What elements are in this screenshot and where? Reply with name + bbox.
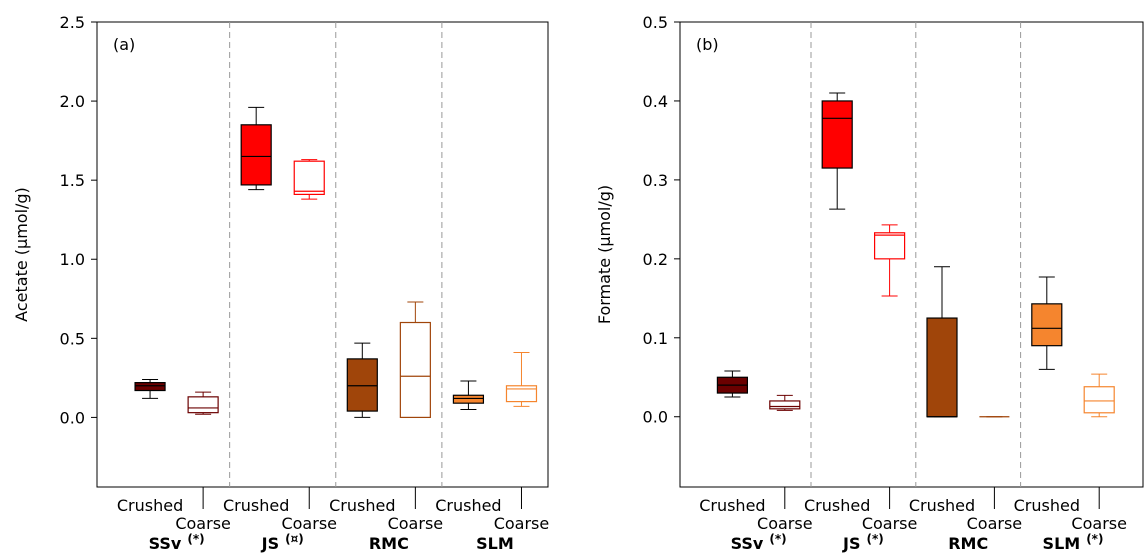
group-label: JS (¤) (261, 532, 304, 553)
x-tick-label: Coarse (1071, 514, 1127, 533)
group-name: SSv (149, 534, 182, 553)
box (821, 100, 853, 169)
group-name: JS (842, 534, 860, 553)
group-name: SLM (1043, 534, 1081, 553)
group-label: JS (*) (842, 532, 884, 553)
group-note: (¤) (285, 532, 304, 546)
box (240, 124, 272, 186)
y-tick-label: 0.5 (643, 13, 668, 32)
group-label: SSv (*) (149, 532, 205, 553)
plot-frame (96, 21, 549, 488)
y-axis-label: Acetate (µmol/g) (12, 187, 31, 322)
group-name: RMC (369, 534, 409, 553)
x-tick-label: Crushed (223, 496, 289, 515)
box (505, 385, 538, 403)
x-tick-label: Crushed (435, 496, 501, 515)
box (399, 321, 431, 419)
x-tick-label: Coarse (388, 514, 444, 533)
y-tick-label: 0.5 (60, 329, 85, 348)
group-label: RMC (369, 534, 409, 553)
y-tick-label: 0.0 (60, 408, 85, 427)
box (134, 382, 166, 392)
x-tick-label: Crushed (117, 496, 183, 515)
box (452, 394, 485, 404)
group-label: SLM (*) (1043, 532, 1104, 553)
group-label: SSv (*) (731, 532, 787, 553)
box (1083, 386, 1115, 414)
box (769, 400, 801, 410)
plot-frame (679, 21, 1144, 488)
box (1031, 303, 1063, 347)
box (187, 396, 219, 414)
box (293, 160, 325, 195)
y-tick-label: 0.4 (643, 92, 668, 111)
panel-label: (a) (113, 35, 135, 54)
group-name: SLM (476, 534, 514, 553)
x-tick-label: Coarse (757, 514, 813, 533)
y-tick-label: 0.2 (643, 250, 668, 269)
group-name: RMC (948, 534, 988, 553)
group-note: (*) (1086, 532, 1103, 546)
x-tick-label: Coarse (494, 514, 550, 533)
y-tick-label: 2.0 (60, 92, 85, 111)
y-tick-label: 1.5 (60, 171, 85, 190)
y-tick-label: 1.0 (60, 250, 85, 269)
x-tick-label: Crushed (699, 496, 765, 515)
group-name: JS (261, 534, 279, 553)
y-axis-label: Formate (µmol/g) (595, 185, 614, 324)
box (346, 358, 378, 412)
group-label: RMC (948, 534, 988, 553)
box (873, 232, 906, 260)
x-tick-label: Crushed (1014, 496, 1080, 515)
y-tick-label: 2.5 (60, 13, 85, 32)
y-tick-label: 0.3 (643, 171, 668, 190)
x-tick-label: Coarse (175, 514, 231, 533)
x-tick-label: Coarse (281, 514, 337, 533)
group-note: (*) (769, 532, 786, 546)
y-tick-label: 0.0 (643, 408, 668, 427)
group-note: (*) (867, 532, 884, 546)
x-tick-label: Coarse (862, 514, 918, 533)
x-tick-label: Crushed (804, 496, 870, 515)
group-name: SSv (731, 534, 764, 553)
x-tick-label: Crushed (329, 496, 395, 515)
group-label: SLM (476, 534, 514, 553)
x-tick-label: Coarse (967, 514, 1023, 533)
box (926, 317, 958, 418)
group-note: (*) (187, 532, 204, 546)
x-tick-label: Crushed (909, 496, 975, 515)
panel-label: (b) (696, 35, 719, 54)
y-tick-label: 0.1 (643, 329, 668, 348)
